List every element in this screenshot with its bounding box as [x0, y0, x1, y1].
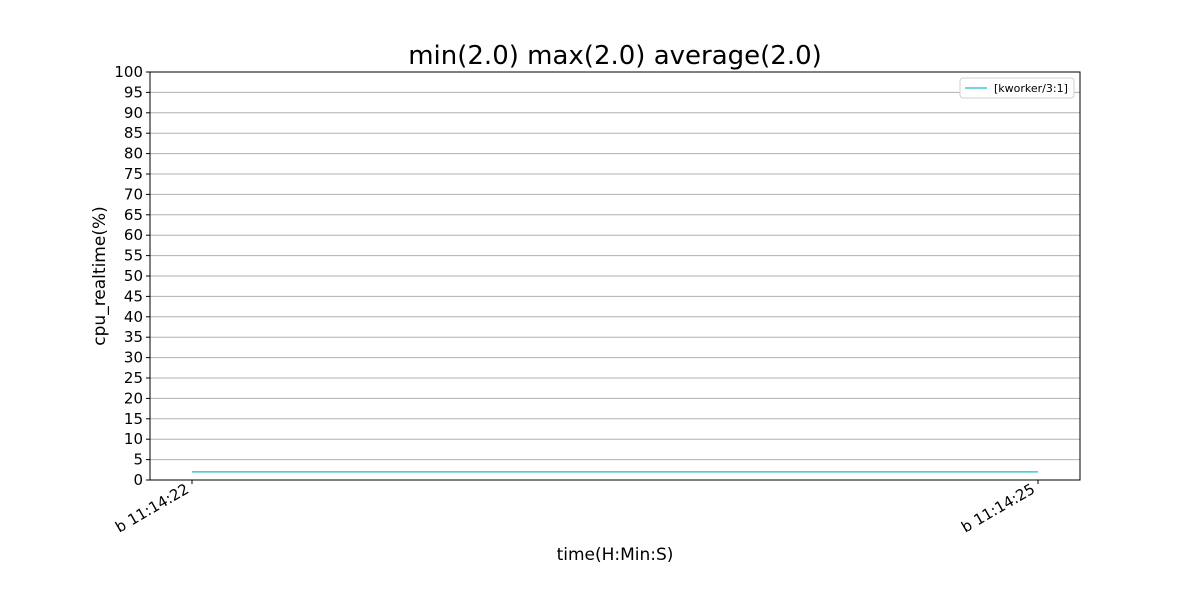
legend: [kworker/3:1] [959, 77, 1075, 99]
y-tick-label: 80 [124, 145, 143, 163]
x-axis-ticks: b 11:14:22 b 11:14:25 [112, 480, 1039, 536]
y-tick-label: 95 [124, 83, 143, 101]
x-axis-title: time(H:Min:S) [557, 545, 674, 565]
y-tick-label: 45 [124, 287, 143, 305]
y-tick-label: 100 [114, 63, 143, 81]
y-tick-label: 85 [124, 124, 143, 142]
legend-label: [kworker/3:1] [994, 82, 1068, 95]
y-tick-label: 55 [124, 247, 143, 265]
legend-box [959, 77, 1075, 99]
x-tick-label: b 11:14:25 [958, 480, 1038, 536]
y-tick-label: 60 [124, 226, 143, 244]
y-axis-ticks: 0 5 10 15 20 25 30 35 40 45 50 55 60 65 70 75 80 85 90 95 10… [114, 63, 150, 489]
chart-title: min(2.0) max(2.0) average(2.0) [408, 41, 822, 71]
x-tick-label: b 11:14:22 [112, 480, 192, 536]
y-tick-label: 5 [133, 451, 143, 469]
y-tick-label: 25 [124, 369, 143, 387]
y-tick-label: 15 [124, 410, 143, 428]
y-tick-label: 65 [124, 206, 143, 224]
y-tick-label: 35 [124, 328, 143, 346]
grid-lines [150, 71, 1080, 481]
y-tick-label: 75 [124, 165, 143, 183]
y-tick-label: 50 [124, 267, 143, 285]
y-tick-label: 70 [124, 185, 143, 203]
y-axis-title: cpu_realtime(%) [90, 206, 110, 345]
y-tick-label: 40 [124, 308, 143, 326]
y-tick-label: 20 [124, 389, 143, 407]
y-tick-label: 30 [124, 349, 143, 367]
y-tick-label: 10 [124, 430, 143, 448]
y-tick-label: 0 [133, 471, 143, 489]
y-tick-label: 90 [124, 104, 143, 122]
